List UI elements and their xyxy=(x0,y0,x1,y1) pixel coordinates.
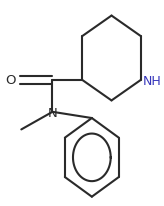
Text: N: N xyxy=(48,107,57,119)
Text: O: O xyxy=(5,74,16,86)
Text: NH: NH xyxy=(143,75,161,87)
